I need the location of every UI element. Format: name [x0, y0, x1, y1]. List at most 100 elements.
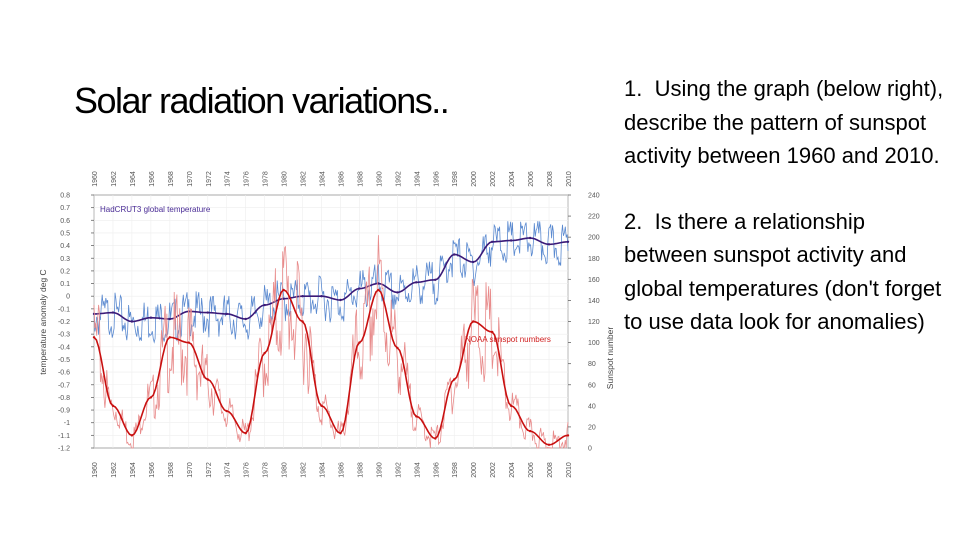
data-point — [434, 437, 437, 440]
data-point — [547, 443, 551, 446]
data-point — [282, 297, 285, 300]
data-point — [434, 278, 437, 281]
data-point — [396, 346, 399, 350]
left-tick-label: 0.4 — [60, 243, 70, 250]
data-point — [377, 282, 380, 285]
data-point — [320, 404, 323, 407]
x-tick-label-bottom: 2002 — [490, 462, 497, 478]
data-point — [339, 432, 342, 435]
left-tick-label: -1.2 — [58, 446, 70, 453]
data-point — [528, 236, 532, 240]
data-point — [377, 288, 380, 292]
legend-temperature: HadCRUT3 global temperature — [100, 205, 211, 214]
left-tick-label: -0.3 — [58, 332, 70, 339]
data-point — [396, 291, 399, 294]
legend-sunspots: NOAA sunspot numbers — [465, 335, 551, 344]
x-tick-label-top: 2008 — [547, 171, 554, 187]
x-tick-label-bottom: 1962 — [111, 462, 118, 478]
data-point — [130, 320, 134, 323]
right-tick-label: 220 — [588, 214, 600, 221]
x-tick-label-bottom: 1994 — [414, 462, 421, 478]
left-axis-label: temperature anomaly deg C — [38, 269, 48, 374]
left-tick-label: 0.8 — [60, 193, 70, 200]
left-tick-label: -1.1 — [58, 433, 70, 440]
x-tick-label-top: 2000 — [471, 171, 478, 187]
data-point — [453, 253, 456, 256]
x-tick-label-bottom: 1974 — [225, 462, 232, 478]
x-tick-label-top: 1984 — [320, 171, 327, 187]
left-tick-label: -0.7 — [58, 382, 70, 389]
x-tick-label-bottom: 1990 — [376, 462, 383, 478]
data-point — [92, 336, 96, 339]
x-tick-label-top: 1976 — [244, 171, 251, 187]
x-tick-label-top: 1974 — [225, 171, 232, 187]
x-tick-label-bottom: 2004 — [509, 462, 516, 478]
data-point — [528, 429, 532, 433]
x-tick-label-bottom: 1966 — [149, 462, 156, 478]
left-axis: 0.8 0.7 0.6 0.5 0.4 0.3 0.2 0.1 0 -0.1 -0.2 -0.3 -0.… — [58, 193, 94, 453]
data-point — [149, 396, 153, 399]
x-tick-label-top: 1980 — [282, 171, 289, 187]
x-tick-label-bottom: 1984 — [320, 462, 327, 478]
series-smooth-line — [93, 288, 569, 446]
x-tick-label-bottom: 1972 — [206, 462, 213, 478]
left-tick-label: 0.5 — [60, 230, 70, 237]
data-point — [187, 341, 190, 344]
data-point — [168, 317, 171, 321]
data-point — [415, 415, 418, 418]
data-point — [206, 378, 209, 381]
data-point — [547, 243, 551, 246]
data-point — [566, 240, 570, 243]
right-tick-label: 40 — [588, 403, 596, 410]
x-tick-label-top: 1998 — [452, 171, 459, 187]
question-number: 1. — [624, 76, 643, 101]
left-tick-label: 0.3 — [60, 256, 70, 263]
data-point — [301, 295, 304, 298]
x-tick-label-bottom: 1982 — [301, 462, 308, 478]
left-tick-label: -0.2 — [58, 319, 70, 326]
x-tick-label-top: 1962 — [111, 171, 118, 187]
right-tick-label: 60 — [588, 382, 596, 389]
right-tick-label: 100 — [588, 340, 600, 347]
series-raw-line — [93, 221, 569, 344]
series-raw-line — [93, 235, 569, 449]
data-point — [168, 336, 171, 339]
left-tick-label: 0.7 — [60, 205, 70, 212]
x-tick-label-bottom: 2000 — [471, 462, 478, 478]
right-tick-label: 240 — [588, 193, 600, 200]
data-point — [453, 378, 456, 381]
x-tick-label-bottom: 1986 — [338, 462, 345, 478]
x-tick-label-top: 1982 — [301, 171, 308, 187]
x-tick-label-top: 2010 — [566, 171, 573, 187]
data-point — [566, 434, 570, 437]
left-tick-label: -0.5 — [58, 357, 70, 364]
data-point — [244, 432, 247, 435]
series-smooth-line — [94, 237, 569, 323]
x-tick-label-bottom: 1960 — [92, 462, 99, 478]
grid-lines — [93, 194, 569, 449]
x-tick-label-top: 1978 — [263, 171, 270, 187]
x-tick-label-bottom: 1996 — [433, 462, 440, 478]
data-point — [472, 260, 475, 264]
left-tick-label: -0.8 — [58, 395, 70, 402]
right-tick-label: 140 — [588, 298, 600, 305]
question-text: Is there a relationship between sunspot … — [624, 208, 942, 335]
right-tick-label: 160 — [588, 277, 600, 284]
data-point — [225, 409, 228, 413]
x-tick-label-top: 2004 — [509, 171, 516, 187]
x-tick-label-bottom: 1980 — [282, 462, 289, 478]
x-tick-label-top: 1986 — [338, 171, 345, 187]
left-tick-label: 0.1 — [60, 281, 70, 288]
data-point — [491, 240, 494, 243]
slide-title: Solar radiation variations.. — [74, 80, 450, 121]
question-2: 2. Is there a relationship between sunsp… — [624, 205, 944, 339]
series-layer — [92, 221, 570, 449]
data-point — [509, 239, 513, 242]
left-tick-label: 0 — [66, 294, 70, 301]
x-tick-label-top: 1966 — [149, 171, 156, 187]
right-tick-label: 20 — [588, 424, 596, 431]
data-point — [225, 312, 228, 316]
data-point — [111, 311, 115, 314]
x-tick-label-bottom: 1992 — [395, 462, 402, 478]
data-point — [206, 311, 209, 314]
